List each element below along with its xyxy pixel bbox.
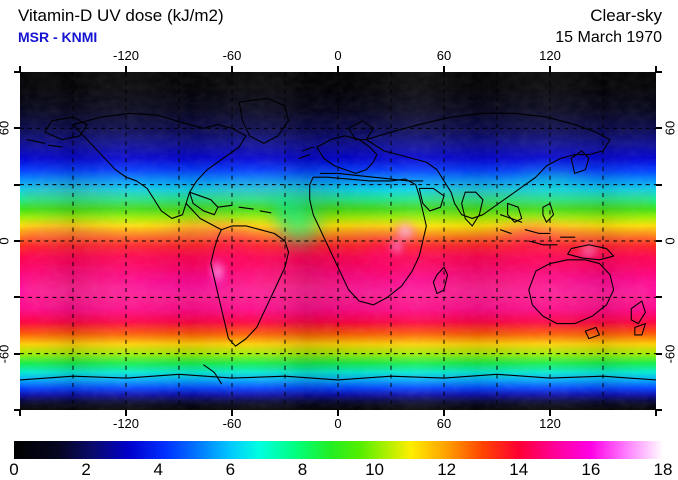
colorbar-tick-label: 8 [297,460,308,479]
map-plot-area [20,72,656,410]
axis-tick [231,66,233,72]
axis-tick [14,183,20,186]
axis-tick [337,410,339,416]
axis-tick [655,66,657,72]
axis-tick [655,410,657,416]
world-map-heatmap [20,72,656,410]
colorbar-tick-label: 2 [81,460,91,479]
y-axis-tick-label: 0 [662,237,678,245]
x-axis-tick-label: -60 [222,48,242,63]
axis-tick [656,240,662,242]
x-axis-tick-label: 0 [334,48,342,63]
axis-tick [443,410,445,416]
colorbar-gradient [14,441,663,459]
axis-tick [656,127,662,130]
axis-tick [656,296,662,299]
colorbar-tick-label: 16 [581,460,601,479]
x-axis-tick-label: 60 [436,416,452,431]
x-axis-tick-label: 120 [539,48,561,63]
colorbar-tick-label: 14 [509,460,529,479]
axis-tick [656,71,662,73]
colorbar-tick-label: 18 [653,460,673,479]
axis-tick [14,240,20,242]
axis-tick [656,183,662,186]
colorbar-tick-label: 4 [153,460,163,479]
colorbar-tick-label: 6 [225,460,236,479]
figure-source-label: MSR - KNMI [18,29,98,45]
axis-tick [443,66,445,72]
y-axis-tick-label: 60 [662,121,678,136]
axis-tick [14,352,20,355]
figure-date: 15 March 1970 [555,29,662,46]
y-axis-tick-label: 0 [0,237,12,244]
axis-tick [19,410,21,416]
colorbar [14,441,663,459]
graticule-layer [20,72,656,410]
x-axis-tick-label: 120 [539,416,561,431]
axis-tick [231,410,233,416]
axis-tick [337,66,339,72]
axis-tick [19,66,21,72]
axis-tick [14,127,20,130]
x-axis-tick-label: 60 [436,48,452,63]
axis-tick [125,66,127,72]
x-axis-tick-label: -60 [222,416,242,431]
y-axis-tick-label: -60 [0,344,12,364]
axis-tick [14,296,20,299]
x-axis-tick-label: -120 [112,416,140,431]
colorbar-tick-label: 0 [9,460,19,479]
y-axis-tick-label: -60 [662,344,678,364]
y-axis-tick-label: 60 [0,121,12,136]
axis-tick [14,409,20,411]
axis-tick [14,71,20,73]
figure-condition: Clear-sky [590,6,662,25]
x-axis-tick-label: 0 [334,416,342,431]
colorbar-tick-label: 10 [365,460,385,479]
x-axis-tick-label: -120 [112,48,140,63]
axis-tick [656,409,662,411]
axis-tick [125,410,127,416]
figure-title: Vitamin-D UV dose (kJ/m2) [18,6,224,25]
colorbar-tick-label: 12 [437,460,457,479]
axis-tick [549,410,551,416]
axis-tick [656,352,662,355]
axis-tick [549,66,551,72]
